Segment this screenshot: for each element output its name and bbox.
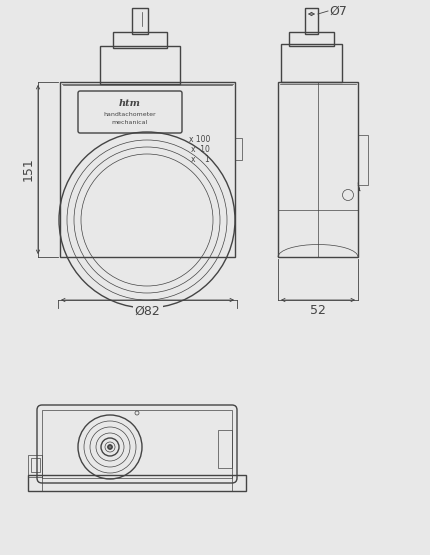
Bar [281, 44, 342, 82]
Text: Ø82: Ø82 [135, 305, 160, 317]
Text: 52: 52 [310, 305, 326, 317]
Bar [132, 8, 148, 34]
Bar [42, 410, 232, 478]
Bar [358, 135, 368, 185]
Bar [278, 82, 358, 257]
Text: mechanical: mechanical [112, 119, 148, 124]
Bar [235, 138, 242, 160]
Bar [28, 455, 42, 477]
Text: Ø7: Ø7 [329, 4, 347, 18]
Bar [113, 32, 167, 48]
Bar [28, 475, 246, 491]
Text: x    1: x 1 [191, 155, 210, 164]
Circle shape [108, 445, 112, 449]
Bar [31, 458, 40, 472]
Text: 151: 151 [22, 158, 34, 181]
Bar [60, 82, 235, 257]
Bar [289, 32, 334, 46]
Text: x  10: x 10 [191, 145, 210, 154]
Text: htm: htm [119, 98, 141, 108]
Bar [305, 8, 318, 34]
Bar [100, 46, 180, 84]
Text: handtachometer: handtachometer [104, 112, 157, 117]
Text: x 100: x 100 [189, 135, 210, 144]
Bar [218, 430, 232, 468]
